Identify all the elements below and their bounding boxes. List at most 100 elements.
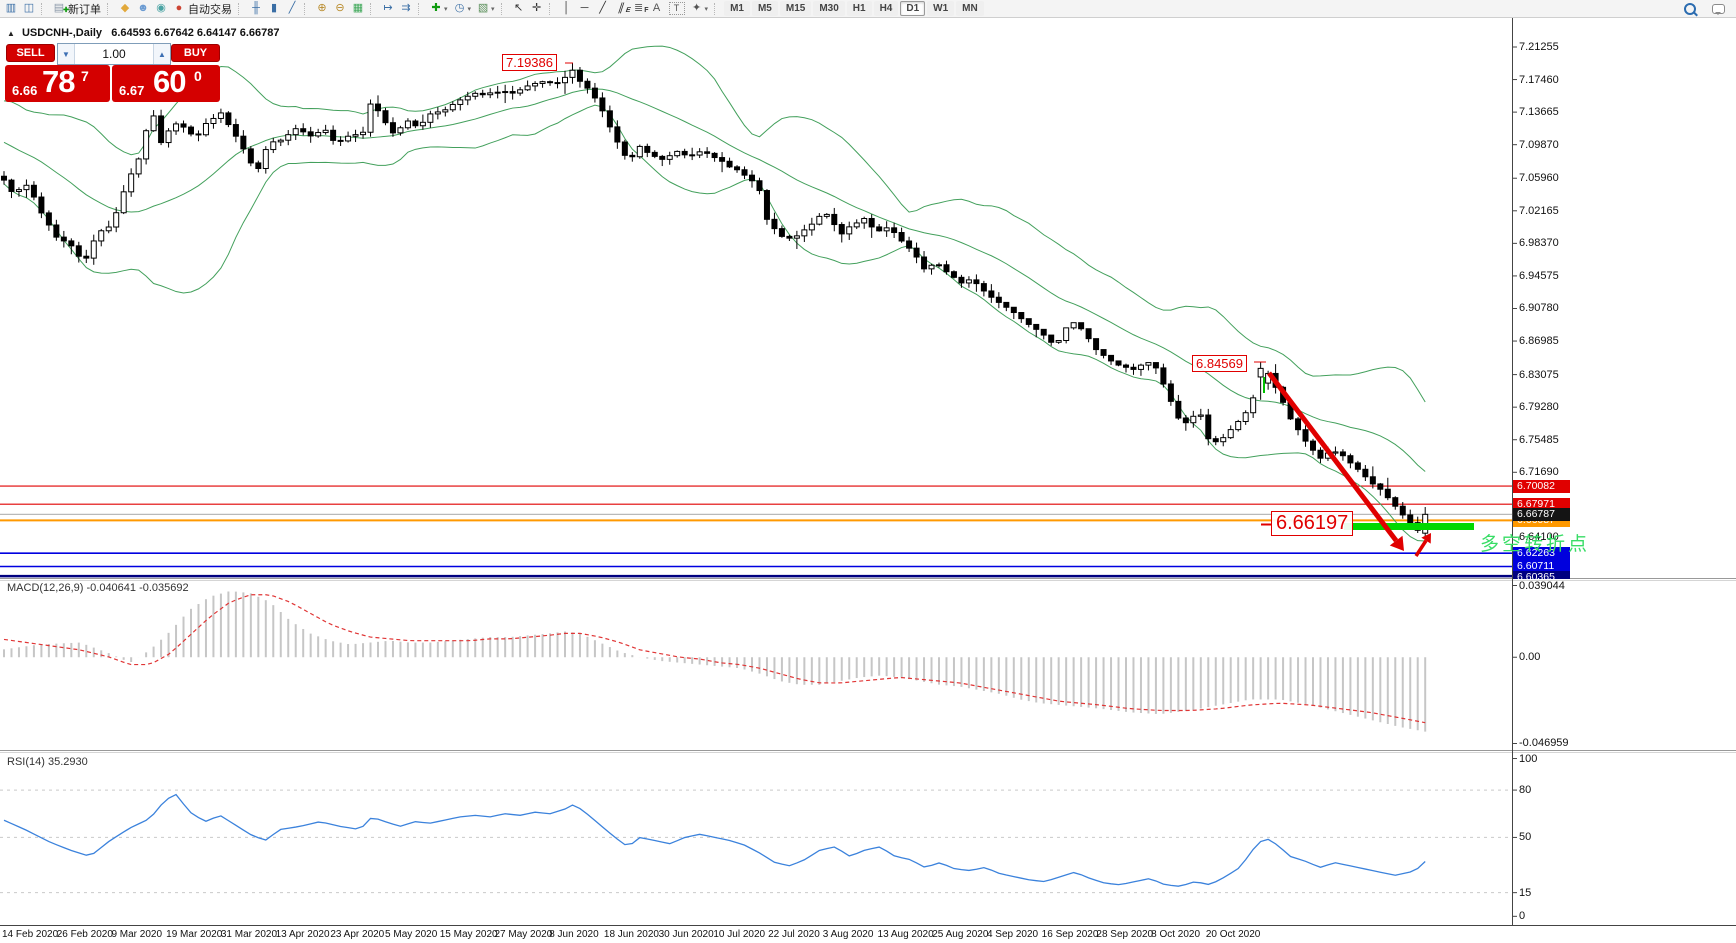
crosshair-button[interactable]: ✛ <box>528 1 546 16</box>
candle-body <box>38 196 45 214</box>
candle-body <box>8 179 15 192</box>
sell-price-sup: 7 <box>81 68 89 84</box>
candle-body <box>1332 451 1339 454</box>
timeframe-h4[interactable]: H4 <box>873 1 899 16</box>
data-window-button[interactable]: ◫ <box>20 1 38 16</box>
metaeditor-button[interactable]: ◆ <box>116 1 134 16</box>
toolbar-separator <box>304 2 309 15</box>
candlestick-button[interactable]: ▮ <box>265 1 283 16</box>
candle-body <box>876 226 883 232</box>
tile-windows-button[interactable]: ▦ <box>349 1 367 16</box>
candle-body <box>1362 468 1369 478</box>
candle-body <box>1257 367 1264 378</box>
candle-body <box>1317 449 1324 459</box>
volume-increase-button[interactable]: ▲ <box>153 44 170 64</box>
text-button[interactable]: A <box>648 1 666 16</box>
candle-body <box>1167 383 1174 402</box>
candle-body <box>771 218 778 230</box>
collapse-arrow-icon[interactable]: ▲ <box>7 29 15 38</box>
timeframe-mn[interactable]: MN <box>956 1 984 16</box>
candle-body <box>352 134 359 137</box>
zoom-out-button[interactable]: ⊖ <box>331 1 349 16</box>
candle-body <box>883 227 890 232</box>
timeframe-w1[interactable]: W1 <box>927 1 955 16</box>
cursor-button[interactable]: ↖ <box>510 1 528 16</box>
buy-button[interactable]: BUY <box>171 44 220 62</box>
swing-price-flag[interactable]: 6.84569 <box>1192 355 1247 372</box>
bollinger-middle-band[interactable] <box>3 88 1426 472</box>
candle-body <box>389 122 396 134</box>
timeframe-h1[interactable]: H1 <box>846 1 872 16</box>
text-label-button[interactable]: T <box>666 1 688 16</box>
toolbar-separator <box>418 2 423 15</box>
bollinger-upper-band[interactable] <box>3 45 1426 403</box>
sell-price-box[interactable]: 6.66 78 7 <box>5 64 110 102</box>
toolbar-right-icons <box>1681 1 1728 16</box>
candle-body <box>868 217 875 228</box>
support-price-flag[interactable]: 6.66197 <box>1271 511 1354 536</box>
periods-button[interactable]: ◷ ▾ <box>451 1 475 16</box>
turning-point-note[interactable]: 多空转折点 <box>1480 534 1591 555</box>
candle-body <box>853 222 860 228</box>
candle-body <box>711 152 718 159</box>
candle-body <box>861 217 868 224</box>
high-price-flag[interactable]: 7.19386 <box>502 54 557 71</box>
candle-body <box>1100 349 1107 356</box>
candle-body <box>1235 421 1242 431</box>
chat-button[interactable] <box>1709 1 1728 16</box>
timeframe-m30[interactable]: M30 <box>813 1 845 16</box>
candle-body <box>1040 328 1047 336</box>
candle-body <box>629 154 636 158</box>
candle-body <box>1160 367 1167 385</box>
volume-decrease-button[interactable]: ▼ <box>58 44 75 64</box>
horizontal-line-icon: ─ <box>580 2 589 14</box>
candle-body <box>689 154 696 157</box>
candle-body <box>165 130 172 144</box>
buy-price-small: 6.67 <box>119 83 145 98</box>
candle-body <box>532 82 539 87</box>
buy-price-box[interactable]: 6.67 60 0 <box>112 64 220 102</box>
timeframe-m5[interactable]: M5 <box>751 1 778 16</box>
horizontal-line-button[interactable]: ─ <box>576 1 594 16</box>
macd-indicator-label: MACD(12,26,9) -0.040641 -0.035692 <box>7 582 189 594</box>
autotrading-button[interactable]: ● 自动交易 <box>170 1 235 16</box>
volume-input[interactable] <box>75 44 153 64</box>
candle-body <box>158 115 165 144</box>
timeframe-m15[interactable]: M15 <box>779 1 812 16</box>
candle-body <box>494 91 501 94</box>
signals-button[interactable]: ◉ <box>152 1 170 16</box>
trendline-button[interactable]: ╱ <box>594 1 612 16</box>
market-watch-button[interactable]: ▥ <box>2 1 20 16</box>
tile-windows-icon: ▦ <box>352 2 364 14</box>
sell-button[interactable]: SELL <box>6 44 55 62</box>
new-order-button[interactable]: ▤ ✚ 新订单 <box>50 1 104 16</box>
templates-button[interactable]: ▧ ▾ <box>474 1 498 16</box>
autotrading-icon: ● <box>175 2 183 14</box>
zoom-in-button[interactable]: ⊕ <box>313 1 331 16</box>
candle-body <box>1033 323 1040 330</box>
auto-scroll-button[interactable]: ↦ <box>379 1 397 16</box>
equidistant-channel-button[interactable]: ∥ E <box>612 1 631 16</box>
timeframe-m1[interactable]: M1 <box>724 1 750 16</box>
trend-arrow[interactable] <box>1267 371 1399 543</box>
candle-body <box>1205 414 1212 440</box>
arrows-button[interactable]: ✦ ▾ <box>688 1 712 16</box>
candle-body <box>1108 354 1115 362</box>
bounce-arrow[interactable] <box>1414 539 1428 557</box>
community-button[interactable]: ☻ <box>134 1 152 16</box>
candle-body <box>1063 327 1070 342</box>
search-button[interactable] <box>1681 1 1699 16</box>
candle-body <box>936 264 942 267</box>
toolbar-separator <box>370 2 375 15</box>
line-chart-button[interactable]: ╱ <box>283 1 301 16</box>
vertical-line-button[interactable]: │ <box>558 1 576 16</box>
indicators-button[interactable]: ✚ ▾ <box>427 1 451 16</box>
fibonacci-button[interactable]: ≣ F <box>630 1 649 16</box>
chart-shift-button[interactable]: ⇉ <box>397 1 415 16</box>
bar-chart-button[interactable]: ╫ <box>247 1 265 16</box>
candle-body <box>749 174 755 182</box>
timeframe-d1[interactable]: D1 <box>900 1 926 16</box>
autotrading-label: 自动交易 <box>188 3 232 16</box>
support-zone-bar[interactable] <box>1344 523 1474 530</box>
